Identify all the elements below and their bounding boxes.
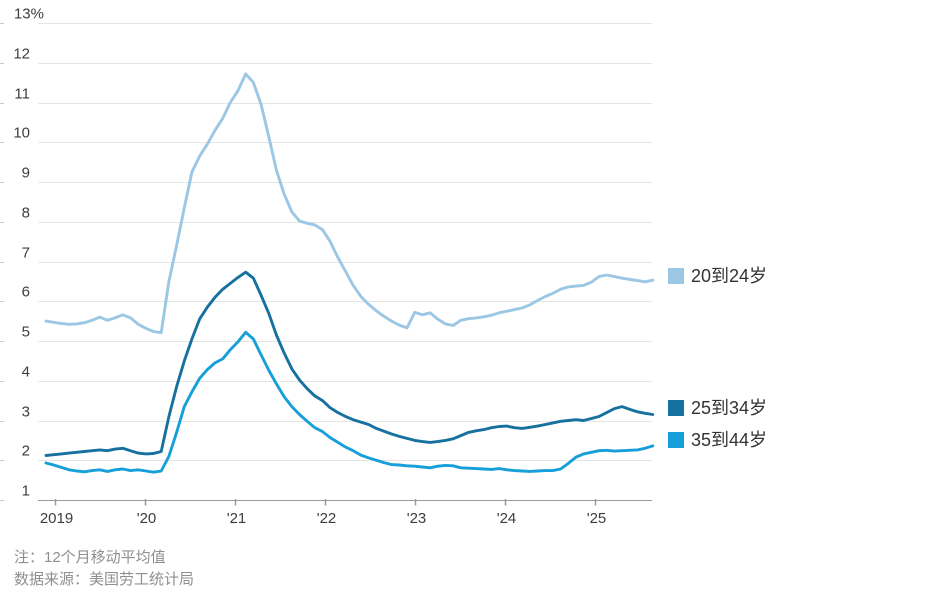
svg-text:6: 6 bbox=[22, 284, 30, 301]
svg-text:9: 9 bbox=[22, 165, 30, 182]
chart-note: 注：12个月移动平均值 bbox=[14, 549, 166, 566]
legend-label-35-44: 35到44岁 bbox=[691, 430, 768, 450]
svg-text:'24: '24 bbox=[497, 510, 517, 527]
svg-text:1: 1 bbox=[22, 483, 30, 500]
legend-label-25-34: 25到34岁 bbox=[691, 398, 768, 418]
svg-text:2019: 2019 bbox=[40, 510, 73, 527]
svg-text:3: 3 bbox=[22, 404, 30, 421]
legend-swatch-25-34-icon bbox=[668, 400, 684, 416]
svg-text:8: 8 bbox=[22, 205, 30, 222]
svg-text:2: 2 bbox=[22, 443, 30, 460]
svg-text:12: 12 bbox=[13, 46, 30, 63]
svg-text:11: 11 bbox=[14, 86, 30, 103]
svg-text:10: 10 bbox=[13, 125, 30, 142]
svg-text:7: 7 bbox=[22, 245, 30, 262]
svg-text:'21: '21 bbox=[227, 510, 247, 527]
svg-text:4: 4 bbox=[22, 364, 30, 381]
svg-text:'20: '20 bbox=[137, 510, 157, 527]
svg-text:'22: '22 bbox=[317, 510, 337, 527]
legend-swatch-35-44-icon bbox=[668, 432, 684, 448]
legend-swatch-20-24-icon bbox=[668, 268, 684, 284]
svg-text:'25: '25 bbox=[587, 510, 607, 527]
chart-source: 数据来源：美国劳工统计局 bbox=[14, 571, 195, 588]
svg-text:13%: 13% bbox=[14, 6, 44, 23]
legend-label-20-24: 20到24岁 bbox=[691, 266, 768, 286]
svg-text:5: 5 bbox=[22, 324, 30, 341]
legend-item-20-24: 20到24岁 bbox=[668, 267, 767, 285]
legend-item-35-44: 35到44岁 bbox=[668, 431, 767, 449]
legend-item-25-34: 25到34岁 bbox=[668, 399, 767, 417]
svg-text:'23: '23 bbox=[407, 510, 427, 527]
